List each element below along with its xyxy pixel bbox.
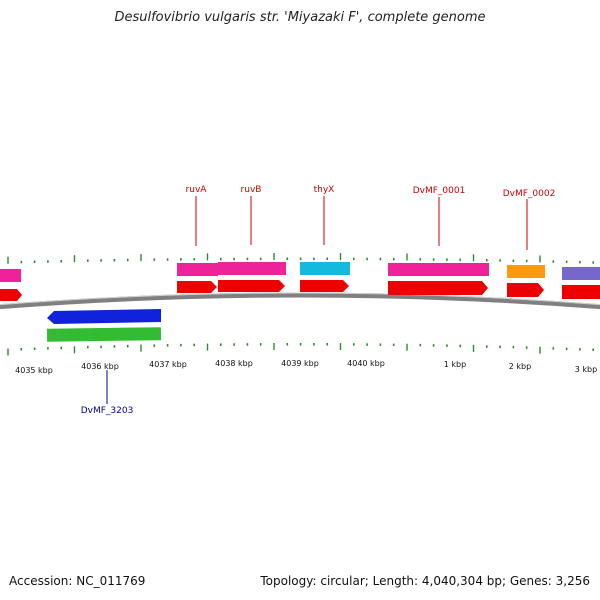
cds-arrow-ruvA bbox=[177, 281, 217, 293]
tick-label-4038kbp: 4038 kbp bbox=[215, 359, 253, 368]
cds-arrow-DvMF_3203 bbox=[47, 309, 161, 324]
feature-bar-DvMF_0002 bbox=[507, 265, 545, 278]
cds-arrow-left bbox=[0, 289, 22, 301]
feature-bar-ruvA bbox=[177, 263, 218, 276]
feature-bar-ruvB bbox=[218, 262, 286, 275]
gene-label-ruvA: ruvA bbox=[186, 185, 208, 195]
genome-backbone-highlight bbox=[0, 292, 600, 306]
outer-tick-row bbox=[7, 253, 595, 264]
gene-label-DvMF_3203: DvMF_3203 bbox=[81, 406, 134, 416]
feature-bar-DvMF_0001 bbox=[388, 263, 489, 276]
genome-backbone bbox=[0, 292, 600, 310]
tick-label-4039kbp: 4039 kbp bbox=[281, 359, 319, 368]
genome-stats-text: Topology: circular; Length: 4,040,304 bp… bbox=[260, 574, 590, 588]
gene-label-DvMF_0001: DvMF_0001 bbox=[413, 186, 466, 196]
tick-label-2kbp: 2 kbp bbox=[509, 362, 531, 371]
gene-label-DvMF_0002: DvMF_0002 bbox=[503, 189, 556, 199]
tick-label-4035kbp: 4035 kbp bbox=[15, 366, 53, 375]
feature-bar-thyX bbox=[300, 262, 350, 275]
feature-bar-DvMF_3203 bbox=[46, 327, 162, 342]
tick-label-4040kbp: 4040 kbp bbox=[347, 359, 385, 368]
accession-text: Accession: NC_011769 bbox=[9, 574, 146, 588]
feature-bar-magenta-left bbox=[0, 269, 21, 282]
cds-arrow-DvMF_0002 bbox=[507, 283, 544, 297]
tick-label-4037kbp: 4037 kbp bbox=[149, 360, 187, 369]
gene-label-ruvB: ruvB bbox=[241, 185, 262, 195]
cds-arrow-right bbox=[562, 285, 600, 299]
feature-bar-purple-right bbox=[562, 267, 600, 280]
tick-label-1kbp: 1 kbp bbox=[444, 360, 466, 369]
genome-title: Desulfovibrio vulgaris str. 'Miyazaki F'… bbox=[114, 10, 486, 25]
tick-label-4036kbp: 4036 kbp bbox=[81, 362, 119, 371]
cds-arrow-ruvB bbox=[218, 280, 285, 292]
tick-label-3kbp: 3 kbp bbox=[575, 365, 597, 374]
inner-tick-row bbox=[7, 343, 595, 356]
cds-arrow-thyX bbox=[300, 280, 349, 292]
cds-arrow-DvMF_0001 bbox=[388, 281, 488, 295]
gene-label-thyX: thyX bbox=[314, 185, 335, 195]
